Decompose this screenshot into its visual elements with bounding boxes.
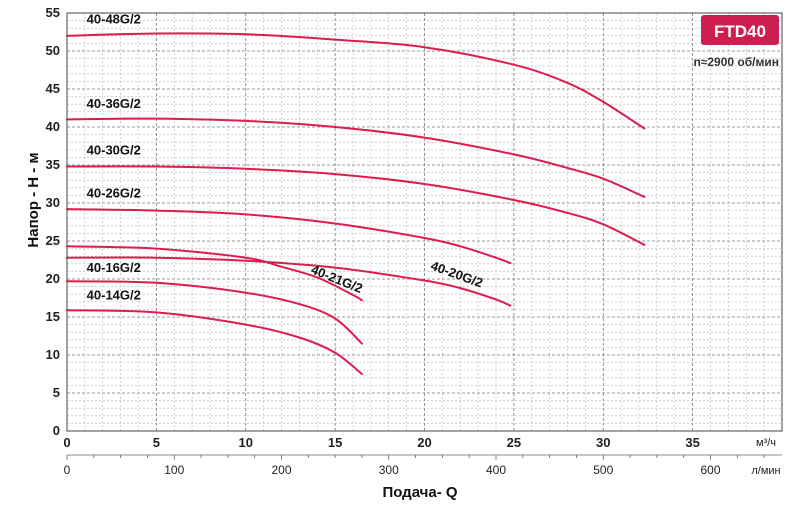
curve-labels: 40-48G/240-36G/240-30G/240-26G/240-21G/2… <box>87 12 485 303</box>
y-tick-label: 5 <box>53 385 60 400</box>
x-tick-label-m3h: 20 <box>417 435 431 450</box>
y-tick-label: 40 <box>46 119 60 134</box>
curve-label-40-14G/2: 40-14G/2 <box>87 288 141 303</box>
curve-label-40-48G/2: 40-48G/2 <box>87 12 141 27</box>
curve-40-26G/2 <box>66 208 512 264</box>
x-tick-label-m3h: 30 <box>596 435 610 450</box>
y-tick-label: 0 <box>53 423 60 438</box>
axes: 0 5 10 15 20 25 30 35 40 45 50 55 0 5 10 15 20 25 30 35 0 100… <box>46 5 783 477</box>
curve-label-40-36G/2: 40-36G/2 <box>87 96 141 111</box>
y-tick-label: 25 <box>46 233 60 248</box>
badge-background <box>701 15 779 45</box>
curve-label-40-16G/2: 40-16G/2 <box>87 260 141 275</box>
grid <box>66 12 783 432</box>
curve-40-16G/2 <box>66 280 363 345</box>
x-tick-label-m3h: 5 <box>153 435 160 450</box>
performance-curves <box>66 32 646 375</box>
x-tick-label-m3h: 10 <box>239 435 253 450</box>
x-tick-label-lmin: 200 <box>271 463 291 477</box>
curve-40-30G/2 <box>66 165 646 246</box>
y-tick-label: 15 <box>46 309 60 324</box>
y-tick-label: 45 <box>46 81 60 96</box>
y-tick-label: 35 <box>46 157 60 172</box>
x-tick-label-lmin: 500 <box>593 463 613 477</box>
y-tick-label: 30 <box>46 195 60 210</box>
x-tick-label-lmin: 400 <box>486 463 506 477</box>
x-tick-label-lmin: 0 <box>64 463 71 477</box>
curve-40-36G/2 <box>66 117 646 198</box>
plot-frame <box>66 12 783 432</box>
badge-text: FTD40 <box>714 22 766 41</box>
y-tick-label: 55 <box>46 5 60 20</box>
curve-label-40-26G/2: 40-26G/2 <box>87 186 141 201</box>
x-unit-bottom: л/мин <box>751 465 780 477</box>
curve-40-48G/2 <box>66 32 646 130</box>
curve-40-21G/2 <box>66 245 363 302</box>
curve-40-14G/2 <box>66 309 363 375</box>
curve-label-40-20G/2: 40-20G/2 <box>429 258 485 291</box>
x-axis-title: Подача- Q <box>382 484 457 501</box>
x-tick-label-lmin: 600 <box>700 463 720 477</box>
x-unit-top: м³/ч <box>756 437 776 449</box>
x-tick-label-lmin: 300 <box>379 463 399 477</box>
x-tick-label-lmin: 100 <box>164 463 184 477</box>
y-tick-label: 10 <box>46 347 60 362</box>
x-tick-label-m3h: 15 <box>328 435 342 450</box>
x-tick-label-m3h: 25 <box>507 435 521 450</box>
curve-label-40-30G/2: 40-30G/2 <box>87 142 141 157</box>
y-tick-label: 50 <box>46 43 60 58</box>
y-tick-label: 20 <box>46 271 60 286</box>
x-tick-label-m3h: 0 <box>63 435 70 450</box>
model-badge: FTD40 <box>701 15 779 45</box>
x-tick-label-m3h: 35 <box>685 435 699 450</box>
curve-40-20G/2 <box>66 256 512 307</box>
y-axis-title: Напор - H - м <box>25 152 42 247</box>
speed-note: n≈2900 об/мин <box>693 55 779 69</box>
